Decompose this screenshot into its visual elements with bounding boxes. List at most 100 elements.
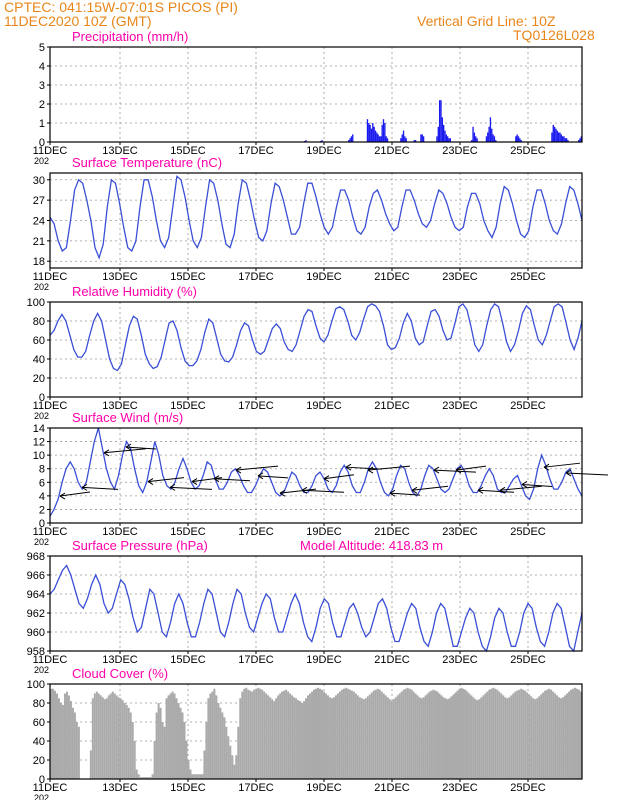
data-bar — [520, 688, 523, 779]
header-line1: CPTEC: 041:15W-07:01S PICOS (PI) — [4, 0, 238, 15]
plot-frame — [49, 46, 583, 143]
wind-arrowhead — [213, 475, 220, 483]
wind-arrowhead — [521, 481, 528, 488]
data-bar — [131, 722, 134, 779]
data-bar — [346, 688, 349, 779]
y-tick-label: 958 — [27, 646, 45, 658]
wind-arrow — [521, 483, 553, 487]
data-bar — [519, 138, 521, 142]
data-bar — [71, 707, 74, 779]
data-bar — [193, 774, 196, 779]
data-bar — [480, 697, 483, 779]
x-tick-label: 21DEC — [374, 782, 410, 794]
wind-arrow — [301, 489, 345, 493]
data-bar — [328, 697, 331, 779]
data-bar — [580, 691, 582, 779]
series-line — [49, 302, 583, 372]
data-bar — [398, 693, 401, 779]
x-tick-label: 11DEC — [33, 526, 68, 538]
data-bar — [452, 694, 455, 779]
data-bar — [406, 687, 409, 779]
data-bar — [115, 695, 118, 779]
data-bar — [532, 698, 535, 779]
data-bar — [103, 699, 106, 779]
data-bar — [464, 689, 467, 779]
data-bar — [422, 136, 425, 142]
data-bar — [550, 689, 553, 779]
data-bar — [436, 136, 438, 142]
data-bar — [50, 688, 52, 779]
data-bar — [245, 687, 248, 779]
plot-frame — [49, 683, 583, 780]
data-bar — [576, 688, 579, 779]
data-bar — [373, 126, 375, 142]
y-tick-label: 10 — [33, 450, 45, 462]
x-tick-label: 25DEC — [510, 782, 546, 794]
y-tick-label: 962 — [27, 608, 45, 620]
wind-arrow — [411, 485, 449, 491]
data-bar — [235, 755, 238, 779]
wind-arrowhead — [279, 489, 286, 497]
data-bar — [565, 138, 568, 142]
y-tick-label: 20 — [33, 755, 45, 767]
data-bar — [161, 722, 164, 779]
data-bar — [199, 774, 202, 779]
wind-arrowhead — [543, 463, 550, 471]
data-bar — [201, 774, 204, 779]
data-bar — [517, 136, 520, 142]
y-tick-label: 2 — [39, 99, 45, 111]
data-bar — [574, 687, 577, 779]
data-bar — [350, 136, 353, 142]
data-bar — [438, 693, 441, 779]
y-tick-label: 964 — [27, 589, 45, 601]
wind-arrowhead — [147, 478, 154, 486]
data-bar — [239, 698, 242, 779]
x-tick-label: 13DEC — [102, 526, 138, 538]
y-tick-label: 4 — [39, 491, 45, 503]
y-tick-label: 20 — [33, 373, 45, 385]
x-tick-label: 25DEC — [510, 654, 546, 666]
data-bar — [414, 693, 417, 779]
data-bar — [378, 136, 381, 142]
x-tick-label: 25DEC — [510, 145, 546, 157]
data-bar — [321, 140, 323, 142]
data-bar — [394, 697, 397, 779]
y-tick-label: 100 — [27, 297, 45, 309]
data-bar — [471, 140, 473, 142]
data-bar — [374, 689, 377, 779]
data-bar — [500, 693, 503, 779]
y-tick-label: 3 — [39, 80, 45, 92]
data-bar — [478, 699, 481, 779]
x-tick-label: 15DEC — [170, 271, 206, 283]
data-bar — [141, 777, 144, 779]
data-bar — [348, 689, 351, 779]
wind-arrow — [543, 462, 581, 468]
wind-arrow — [389, 492, 421, 496]
y-tick-label: 80 — [33, 316, 45, 328]
data-bar — [197, 774, 200, 779]
data-bar — [183, 722, 186, 779]
data-bar — [475, 136, 477, 142]
data-bar — [191, 774, 194, 779]
data-bar — [243, 688, 246, 779]
x-tick-label: 19DEC — [306, 271, 342, 283]
data-bar — [133, 741, 136, 779]
data-bar — [374, 130, 377, 142]
plot-frame — [49, 427, 583, 524]
data-bar — [492, 134, 494, 142]
data-bar — [404, 688, 407, 779]
year-fragment: 202 — [34, 282, 49, 292]
wind-arrowhead — [301, 486, 308, 494]
data-bar — [396, 695, 399, 779]
panel-3: 0 20 40 60 80 100 Relative Humidity (%) 11DEC 13… — [27, 284, 583, 421]
data-bar — [127, 707, 130, 779]
data-bar — [322, 691, 325, 779]
data-bar — [53, 690, 56, 779]
data-bar — [564, 138, 566, 142]
panel-title: Surface Wind (m/s) — [72, 410, 183, 425]
year-fragment: 202 — [34, 411, 49, 421]
data-bar — [436, 691, 439, 779]
x-tick-label: 15DEC — [170, 145, 206, 157]
x-tick-label: 21DEC — [374, 526, 410, 538]
data-bar — [111, 691, 114, 779]
